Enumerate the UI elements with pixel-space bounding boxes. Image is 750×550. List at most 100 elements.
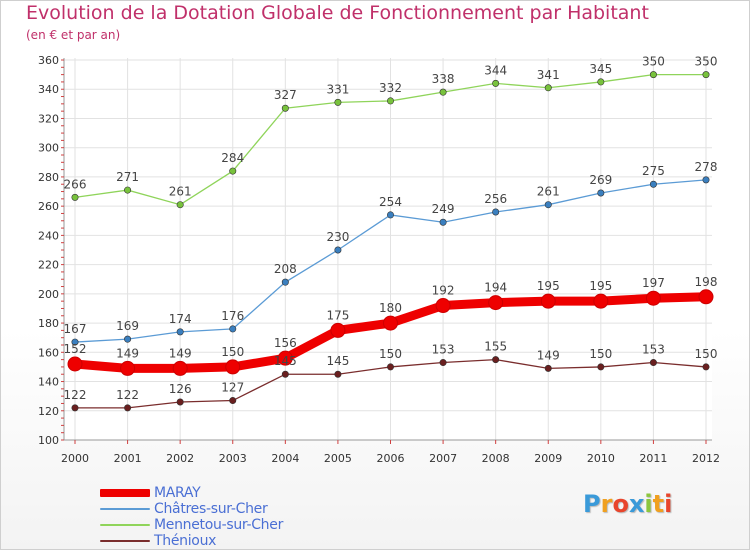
data-label: 152 — [64, 342, 87, 356]
data-label: 261 — [169, 185, 192, 199]
data-point — [439, 218, 447, 226]
data-point — [702, 363, 710, 371]
data-label: 150 — [589, 347, 612, 361]
data-label: 149 — [116, 346, 139, 360]
data-point — [67, 356, 83, 372]
data-point — [698, 289, 714, 305]
data-label: 350 — [642, 55, 665, 69]
data-label: 127 — [221, 381, 244, 395]
legend-swatch — [100, 524, 150, 526]
x-tick-label: 2000 — [61, 452, 89, 465]
data-point — [176, 201, 184, 209]
legend-label: MARAY — [154, 485, 201, 501]
data-label: 341 — [537, 68, 560, 82]
y-tick-label: 160 — [38, 346, 59, 359]
data-point — [702, 176, 710, 184]
data-label: 150 — [221, 345, 244, 359]
y-tick-label: 320 — [38, 112, 59, 125]
data-label: 266 — [64, 177, 87, 191]
y-tick-label: 360 — [38, 54, 59, 67]
data-point — [330, 322, 346, 338]
data-label: 149 — [169, 346, 192, 360]
x-tick-label: 2003 — [219, 452, 247, 465]
data-point — [176, 398, 184, 406]
data-label: 284 — [221, 151, 244, 165]
data-label: 122 — [64, 388, 87, 402]
data-point — [71, 338, 79, 346]
data-point — [544, 201, 552, 209]
data-label: 230 — [326, 230, 349, 244]
data-point — [544, 84, 552, 92]
data-point — [544, 364, 552, 372]
data-label: 208 — [274, 262, 297, 276]
x-tick-label: 2007 — [429, 452, 457, 465]
data-label: 197 — [642, 276, 665, 290]
data-label: 278 — [695, 160, 718, 174]
data-label: 195 — [589, 279, 612, 293]
data-point — [225, 359, 241, 375]
data-point — [281, 278, 289, 286]
x-tick-label: 2002 — [166, 452, 194, 465]
data-point — [120, 360, 136, 376]
x-tick-label: 2008 — [482, 452, 510, 465]
legend-swatch — [100, 508, 150, 510]
data-point — [439, 359, 447, 367]
data-label: 256 — [484, 192, 507, 206]
data-label: 149 — [537, 348, 560, 362]
data-point — [277, 350, 293, 366]
data-label: 192 — [432, 284, 455, 298]
chart-subtitle: (en € et par an) — [26, 28, 121, 42]
data-point — [649, 359, 657, 367]
data-point — [229, 397, 237, 405]
data-point — [492, 79, 500, 87]
data-label: 350 — [695, 55, 718, 69]
data-point — [386, 97, 394, 105]
data-point — [334, 98, 342, 106]
data-point — [172, 360, 188, 376]
data-label: 331 — [326, 82, 349, 96]
data-point — [702, 71, 710, 79]
y-tick-label: 340 — [38, 83, 59, 96]
data-label: 153 — [432, 343, 455, 357]
data-point — [229, 325, 237, 333]
y-tick-label: 200 — [38, 288, 59, 301]
data-label: 271 — [116, 170, 139, 184]
chart-title: Evolution de la Dotation Globale de Fonc… — [26, 2, 649, 24]
data-point — [386, 211, 394, 219]
data-point — [540, 293, 556, 309]
data-label: 249 — [432, 202, 455, 216]
data-label: 167 — [64, 322, 87, 336]
data-label: 145 — [326, 354, 349, 368]
y-tick-label: 120 — [38, 405, 59, 418]
y-tick-label: 140 — [38, 376, 59, 389]
x-tick-label: 2011 — [639, 452, 667, 465]
legend-label: Thénioux — [154, 533, 217, 549]
data-point — [124, 186, 132, 194]
data-label: 150 — [379, 347, 402, 361]
data-point — [386, 363, 394, 371]
data-point — [593, 293, 609, 309]
data-point — [645, 290, 661, 306]
data-label: 327 — [274, 88, 297, 102]
data-point — [597, 363, 605, 371]
data-label: 344 — [484, 63, 507, 77]
data-label: 338 — [432, 72, 455, 86]
data-label: 122 — [116, 388, 139, 402]
data-point — [71, 404, 79, 412]
x-tick-label: 2005 — [324, 452, 352, 465]
data-label: 194 — [484, 281, 507, 295]
data-point — [439, 88, 447, 96]
y-tick-label: 280 — [38, 171, 59, 184]
data-label: 195 — [537, 279, 560, 293]
data-point — [334, 370, 342, 378]
data-point — [597, 78, 605, 86]
data-point — [71, 193, 79, 201]
proxiti-logo: Proxiti — [583, 490, 673, 518]
data-label: 145 — [274, 354, 297, 368]
data-point — [383, 315, 398, 331]
data-label: 180 — [379, 301, 402, 315]
legend-label: Châtres-sur-Cher — [154, 501, 268, 517]
data-point — [597, 189, 605, 197]
data-label: 155 — [484, 340, 507, 354]
